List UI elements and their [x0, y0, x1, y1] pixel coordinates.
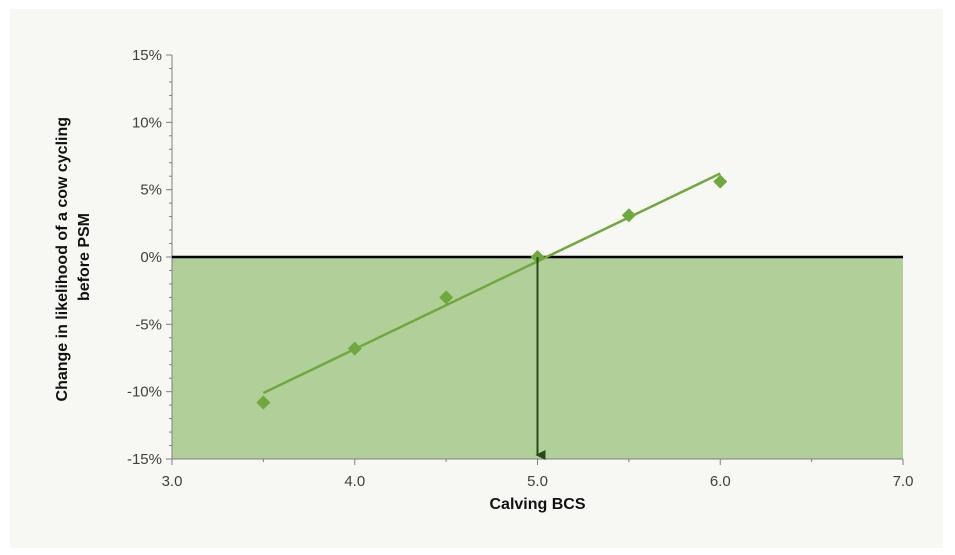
data-point [621, 208, 636, 223]
x-tick-label: 5.0 [527, 473, 548, 490]
y-axis-title: Change in likelihood of a cow cycling be… [54, 113, 93, 402]
x-axis-title: Calving BCS [489, 496, 585, 513]
x-tick-label: 6.0 [710, 473, 731, 490]
y-tick-label: 10% [132, 114, 162, 131]
y-tick-label: -5% [135, 316, 162, 333]
x-tick-label: 7.0 [893, 473, 914, 490]
data-point [713, 174, 728, 189]
y-tick-label: -15% [127, 451, 162, 468]
y-tick-label: -10% [127, 384, 162, 401]
y-axis-title-line-1: Change in likelihood of a cow cycling [54, 117, 71, 401]
chart-frame: -15% -10% -5% 0% 5% 10% 15% 3.0 4.0 5.0 6.0 7.0 Cal… [10, 9, 943, 548]
y-tick-label: 0% [140, 249, 162, 266]
y-axis-title-line-2: before PSM [76, 213, 93, 301]
y-tick-label: 5% [140, 182, 162, 199]
data-point [347, 341, 362, 356]
x-tick-label: 3.0 [162, 473, 183, 490]
data-point [439, 290, 454, 305]
y-tick-label: 15% [132, 47, 162, 64]
bcs-cycling-chart: -15% -10% -5% 0% 5% 10% 15% 3.0 4.0 5.0 6.0 7.0 Cal… [54, 47, 914, 513]
trendline [262, 172, 721, 395]
data-point [256, 395, 271, 410]
x-tick-label: 4.0 [344, 473, 365, 490]
